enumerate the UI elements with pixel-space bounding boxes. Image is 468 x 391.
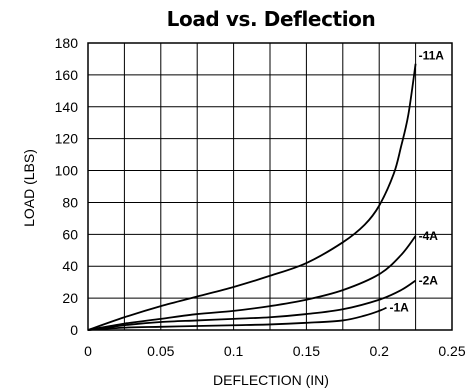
x-tick-label: 0.2: [369, 343, 389, 359]
series-line-1a: [87, 306, 387, 331]
tick-labels: 0 0.05 0.1 0.15 0.2 0.25 0 20 40 60 80 100 120 140 160…: [55, 35, 466, 359]
y-axis-label: LOAD (LBS): [21, 149, 37, 227]
series-labels: -11A -4A -2A -1A: [389, 49, 444, 315]
x-tick-label: 0.25: [438, 343, 465, 359]
y-tick-label: 180: [55, 35, 79, 51]
series-label: -11A: [419, 49, 445, 63]
y-tick-label: 100: [55, 163, 79, 179]
x-tick-label: 0: [84, 343, 92, 359]
y-tick-label: 80: [62, 194, 78, 210]
series-group: [87, 63, 417, 331]
y-tick-label: 40: [62, 258, 78, 274]
y-tick-label: 120: [55, 131, 79, 147]
series-label: -1A: [389, 301, 409, 315]
x-axis-label: DEFLECTION (IN): [213, 372, 329, 388]
series-line-2a: [87, 279, 417, 331]
series-line-4a: [87, 235, 417, 331]
y-tick-label: 160: [55, 67, 79, 83]
y-tick-label: 60: [62, 226, 78, 242]
x-tick-label: 0.1: [224, 343, 244, 359]
series-label: -2A: [419, 274, 439, 288]
y-tick-label: 20: [62, 290, 78, 306]
x-tick-label: 0.05: [147, 343, 174, 359]
plot-frame: [87, 42, 453, 331]
y-tick-label: 140: [55, 99, 79, 115]
grid: [88, 43, 452, 330]
y-tick-label: 0: [70, 322, 78, 338]
series-line-11a: [87, 63, 417, 331]
chart-title: Load vs. Deflection: [167, 7, 376, 31]
x-tick-label: 0.15: [293, 343, 320, 359]
series-label: -4A: [419, 229, 439, 243]
